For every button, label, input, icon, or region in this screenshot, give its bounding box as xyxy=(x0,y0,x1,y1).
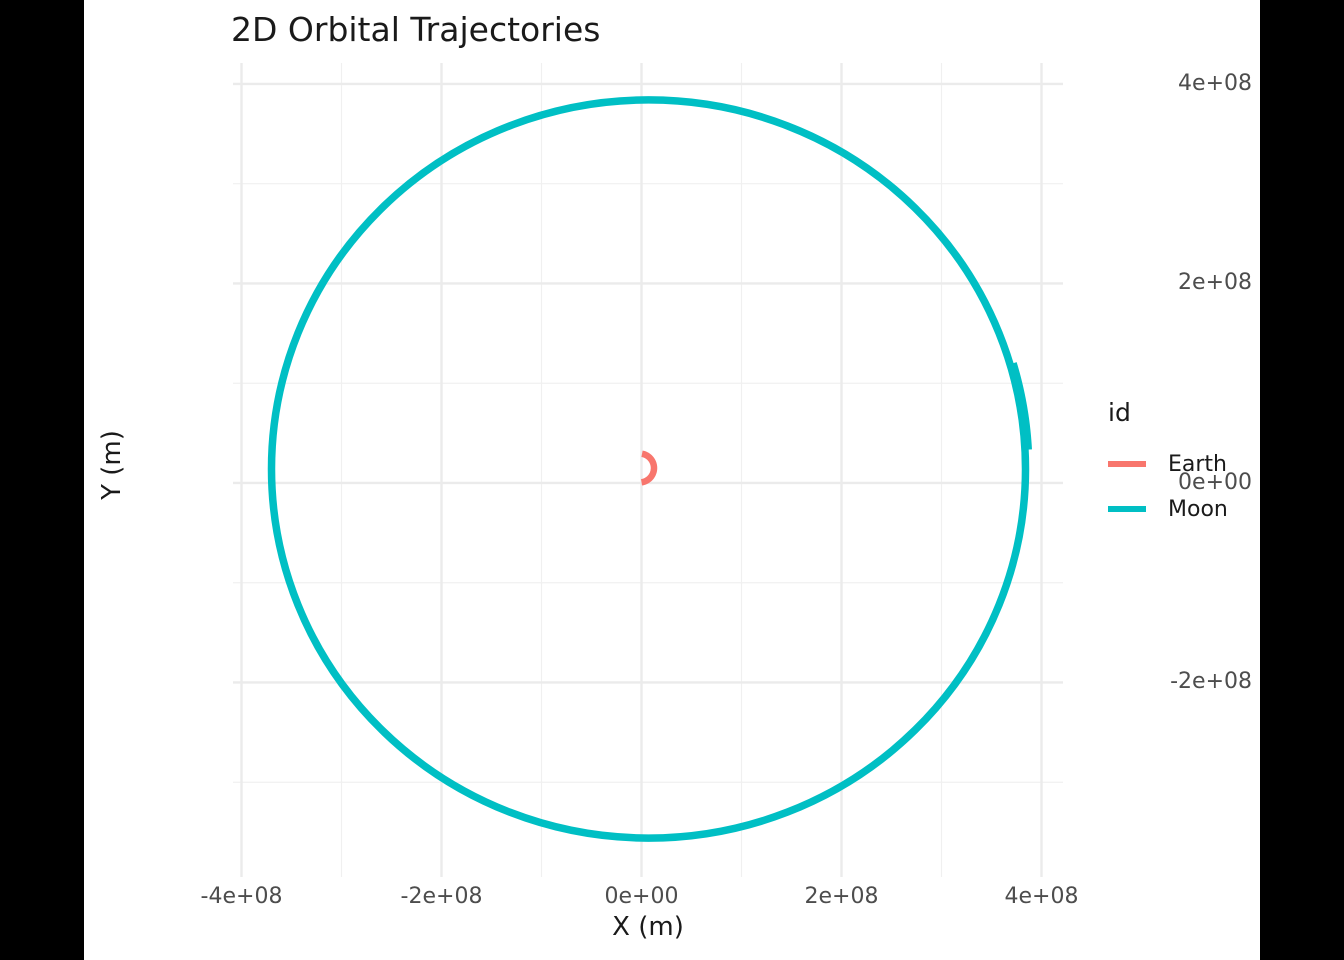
moon-trajectory-overlap xyxy=(1011,362,1032,450)
moon-trajectory xyxy=(267,96,1030,842)
y-tick-label: 0e+00 xyxy=(1178,469,1252,495)
legend-entry-moon: Moon xyxy=(1108,494,1268,524)
legend: id Earth Moon xyxy=(1108,398,1268,539)
x-tick-label: 0e+00 xyxy=(604,884,679,909)
x-tick-label: -2e+08 xyxy=(400,884,483,909)
legend-entry-label: Moon xyxy=(1168,496,1228,522)
x-tick-label: -4e+08 xyxy=(200,884,283,909)
legend-entry-earth: Earth xyxy=(1108,449,1268,479)
x-axis-title: X (m) xyxy=(612,912,684,942)
legend-line-swatch xyxy=(1108,506,1146,512)
plot-title: 2D Orbital Trajectories xyxy=(231,10,601,49)
legend-line-swatch xyxy=(1108,461,1146,467)
y-tick-label: 2e+08 xyxy=(1178,270,1252,296)
legend-title: id xyxy=(1108,398,1131,427)
x-tick-label: 2e+08 xyxy=(804,884,879,909)
y-tick-label: 4e+08 xyxy=(1178,70,1252,96)
legend-entries: Earth Moon xyxy=(1108,449,1268,524)
y-tick-label: -2e+08 xyxy=(1170,669,1252,695)
legend-entry-label: Earth xyxy=(1168,451,1227,477)
earth-trajectory xyxy=(640,450,658,486)
plot-canvas: 2D Orbital Trajectories Y (m) 4e+08 2e+08… xyxy=(84,0,1260,960)
x-tick-label: 4e+08 xyxy=(1004,884,1079,909)
plot-area xyxy=(233,63,1063,877)
